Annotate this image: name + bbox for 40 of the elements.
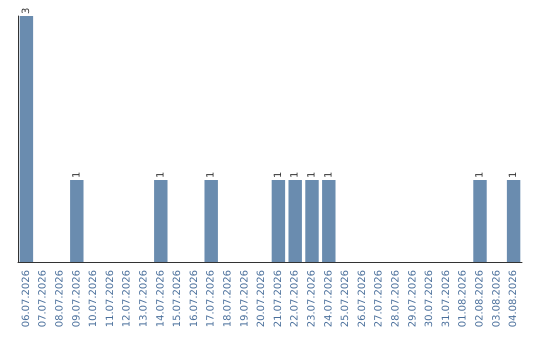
x-tick-label: 04.08.2026 (508, 270, 520, 328)
x-tick-label: 13.07.2026 (138, 270, 150, 328)
x-tick-label: 26.07.2026 (356, 270, 368, 328)
x-tick-label: 19.07.2026 (239, 270, 250, 328)
x-tick-label: 08.07.2026 (54, 270, 66, 328)
x-tick-label: 20.07.2026 (256, 270, 268, 328)
x-tick-label: 12.07.2026 (122, 270, 133, 328)
x-tick-label: 15.07.2026 (172, 270, 184, 328)
data-label: 1 (323, 172, 334, 178)
data-label: 1 (71, 172, 82, 178)
data-label: 3 (20, 8, 32, 14)
x-tick-label: 21.07.2026 (272, 270, 284, 328)
x-tick-label: 25.07.2026 (340, 270, 352, 328)
x-tick-label: 14.07.2026 (155, 270, 166, 328)
x-tick-label: 31.07.2026 (440, 270, 452, 328)
x-tick-label: 27.07.2026 (374, 270, 385, 328)
x-tick-label: 30.07.2026 (424, 270, 436, 328)
x-tick-label: 10.07.2026 (88, 270, 100, 328)
x-tick-label: 22.07.2026 (290, 270, 301, 328)
x-tick-label: 09.07.2026 (71, 270, 82, 328)
x-tick-label: 11.07.2026 (104, 270, 116, 328)
data-label: 1 (272, 172, 284, 178)
data-label: 1 (306, 172, 318, 178)
data-label: 1 (206, 172, 217, 178)
x-tick-label: 16.07.2026 (188, 270, 200, 328)
x-tick-label: 23.07.2026 (306, 270, 318, 328)
x-tick-label: 17.07.2026 (206, 270, 217, 328)
data-label: 1 (508, 172, 520, 178)
x-tick-label: 29.07.2026 (407, 270, 418, 328)
data-label: 1 (474, 172, 486, 178)
x-tick-label: 07.07.2026 (38, 270, 49, 328)
x-tick-label: 28.07.2026 (390, 270, 402, 328)
data-label: 1 (155, 172, 166, 178)
x-tick-label: 24.07.2026 (323, 270, 334, 328)
data-label: 1 (290, 172, 301, 178)
x-tick-label: 06.07.2026 (20, 270, 32, 328)
x-tick-label: 02.08.2026 (474, 270, 486, 328)
x-tick-label: 18.07.2026 (222, 270, 234, 328)
x-tick-label: 03.08.2026 (491, 270, 502, 328)
x-tick-label: 01.08.2026 (458, 270, 469, 328)
